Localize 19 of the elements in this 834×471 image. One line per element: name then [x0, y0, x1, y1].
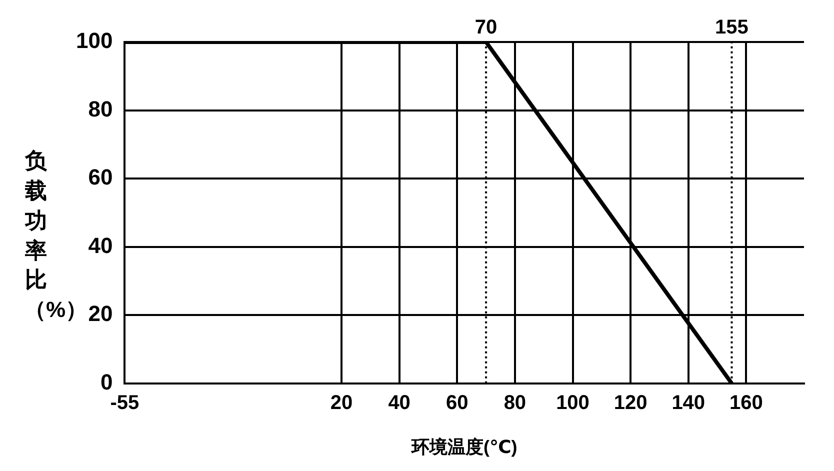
x-tick-label: 40	[388, 392, 410, 414]
x-tick-label: 20	[330, 392, 353, 414]
y-tick-label: 40	[88, 232, 113, 258]
x-tick-label: 140	[672, 392, 706, 414]
y-tick-label: 100	[76, 28, 113, 54]
y-axis-title: 负载功率比（%）	[24, 147, 88, 324]
ref-line-label: 155	[715, 16, 748, 39]
x-tick-label: 160	[730, 392, 763, 414]
y-tick-label: 0	[100, 369, 113, 394]
x-tick-label: 60	[446, 392, 468, 414]
ref-line-label: 70	[474, 16, 498, 39]
x-tick-label: 80	[504, 392, 526, 414]
x-tick-label: 120	[614, 392, 648, 414]
y-tick-label: 80	[88, 96, 113, 122]
x-tick-label: 100	[556, 392, 590, 414]
y-tick-label: 20	[88, 301, 113, 326]
x-axis-title: 环境温度(℃)	[410, 437, 518, 458]
y-tick-label: 60	[88, 164, 113, 190]
x-tick-label: -55	[110, 392, 140, 414]
